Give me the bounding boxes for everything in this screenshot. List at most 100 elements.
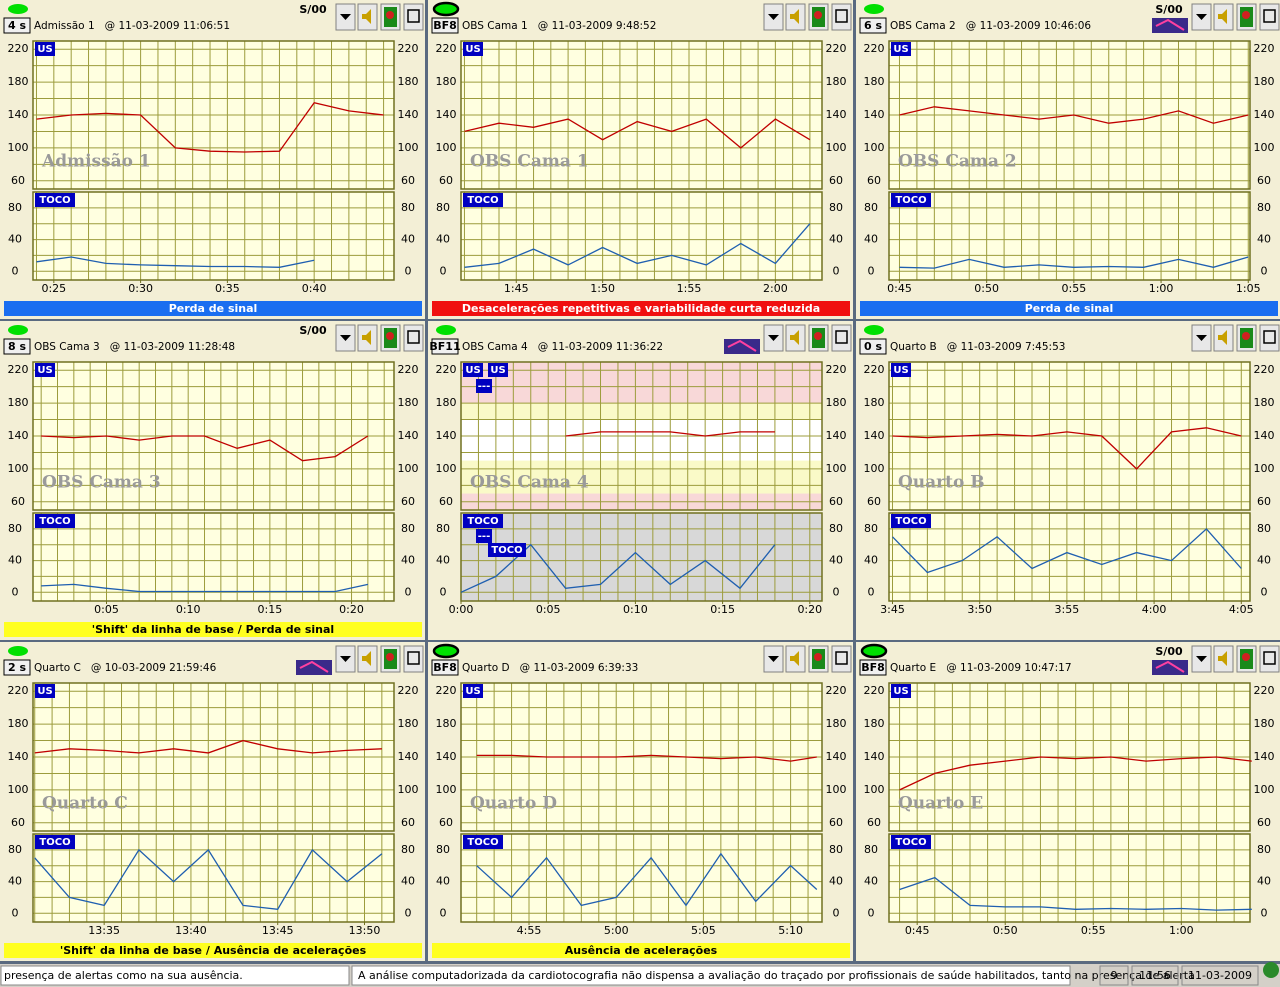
- fhr-tick-label: 180: [1254, 396, 1275, 409]
- toco-chart-frame: [32, 512, 395, 602]
- toco-tick-label: 0: [868, 585, 875, 598]
- status-cell: [1181, 965, 1259, 986]
- signal-quality: S/00: [299, 3, 327, 16]
- toco-tick-label: 0: [440, 264, 447, 277]
- fhr-tick-label: 100: [436, 462, 457, 475]
- badge-box: [3, 338, 31, 355]
- fhr-chart-frame: [460, 361, 823, 511]
- fhr-tick-label: 140: [398, 108, 419, 121]
- extra-channel-label: US: [490, 365, 505, 376]
- maximize-button[interactable]: [831, 324, 852, 352]
- fhr-tick-label: 140: [864, 750, 885, 763]
- maximize-icon: [407, 330, 420, 344]
- panel-title: Quarto B: [890, 341, 937, 353]
- fhr-tick-label: 220: [826, 42, 847, 55]
- x-tick-label: 13:35: [88, 924, 120, 937]
- channel-badge-bg: [891, 193, 931, 207]
- x-tick-label: 0:25: [41, 282, 66, 295]
- maximize-button[interactable]: [403, 3, 424, 31]
- fhr-tick-label: 60: [439, 495, 453, 508]
- toco-chart-frame: [32, 191, 395, 281]
- fhr-trace: [899, 756, 1252, 791]
- status-led: [432, 643, 460, 659]
- toco-tick-label: 80: [1257, 522, 1271, 535]
- toco-tick-label: 0: [405, 585, 412, 598]
- status-count: 9: [1111, 969, 1118, 982]
- toco-tick-label: 40: [8, 875, 22, 888]
- x-tick-label: 0:35: [215, 282, 240, 295]
- fhr-tick-label: 180: [8, 75, 29, 88]
- speaker-icon: [790, 330, 799, 345]
- x-tick-label: 0:20: [797, 603, 822, 616]
- fhr-tick-label: 100: [1254, 783, 1275, 796]
- bed-badge: 8 s: [8, 340, 26, 353]
- fhr-tick-label: 60: [401, 495, 415, 508]
- speaker-icon: [362, 651, 371, 666]
- fhr-tick-label: 100: [826, 141, 847, 154]
- extra-channel-label: ---: [478, 381, 490, 392]
- toco-tick-label: 80: [829, 201, 843, 214]
- toco-tick-label: 0: [440, 585, 447, 598]
- maximize-button[interactable]: [403, 645, 424, 673]
- fhr-tick-label: 180: [864, 396, 885, 409]
- toco-tick-label: 80: [8, 201, 22, 214]
- toco-tick-label: 0: [1261, 585, 1268, 598]
- toco-tick-label: 40: [1257, 875, 1271, 888]
- fhr-tick-label: 180: [1254, 717, 1275, 730]
- toco-chart-bg: [461, 834, 822, 922]
- alert-text: Desacelerações repetitivas e variabilida…: [462, 302, 820, 315]
- fhr-tick-label: 60: [11, 816, 25, 829]
- maximize-button[interactable]: [403, 324, 424, 352]
- maximize-button[interactable]: [831, 645, 852, 673]
- toco-chart-frame: [32, 833, 395, 923]
- fhr-tick-label: 220: [8, 42, 29, 55]
- maximize-icon: [1263, 330, 1276, 344]
- status-time: 11:56: [1139, 969, 1171, 982]
- maximize-button[interactable]: [1259, 3, 1280, 31]
- toco-tick-label: 0: [405, 906, 412, 919]
- x-tick-label: 3:50: [967, 603, 992, 616]
- fhr-chart-frame: [32, 682, 395, 832]
- fhr-chart-frame: [32, 40, 395, 190]
- toco-tick-label: 0: [12, 585, 19, 598]
- fhr-tick-label: 60: [867, 174, 881, 187]
- toco-tick-label: 80: [8, 843, 22, 856]
- status-led: [8, 646, 28, 656]
- toco-channel-label: TOCO: [467, 516, 498, 527]
- fhr-tick-label: 140: [436, 429, 457, 442]
- maximize-button[interactable]: [1259, 324, 1280, 352]
- status-scroll-left: presença de alertas como na sua ausência…: [4, 969, 243, 982]
- x-tick-label: 1:45: [504, 282, 529, 295]
- fhr-tick-label: 140: [1254, 429, 1275, 442]
- panel-timestamp: @ 11-03-2009 10:47:17: [946, 662, 1071, 674]
- toco-tick-label: 80: [1257, 843, 1271, 856]
- fhr-trace: [476, 754, 817, 762]
- bed-watermark: Quarto C: [42, 794, 128, 814]
- speaker-icon: [362, 9, 371, 24]
- fhr-tick-label: 180: [398, 75, 419, 88]
- toco-tick-label: 80: [864, 522, 878, 535]
- toco-tick-label: 40: [829, 875, 843, 888]
- badge-box: [3, 17, 31, 34]
- status-cell: [351, 965, 1071, 986]
- fhr-tick-label: 100: [8, 141, 29, 154]
- panel-title: OBS Cama 4: [462, 341, 528, 353]
- status-scroll-right: A análise computadorizada da cardiotocog…: [358, 969, 1195, 982]
- maximize-button[interactable]: [1259, 645, 1280, 673]
- fhr-tick-label: 60: [867, 495, 881, 508]
- speaker-icon: [1218, 651, 1227, 666]
- status-led: [432, 1, 460, 17]
- toco-tick-label: 80: [436, 843, 450, 856]
- maximize-button[interactable]: [831, 3, 852, 31]
- monitor-icon-figure: [386, 653, 394, 661]
- fhr-trace: [899, 106, 1249, 124]
- toco-channel-label: TOCO: [467, 195, 498, 206]
- alarm-icon-mark: [1155, 660, 1185, 673]
- bed-watermark: Quarto B: [898, 473, 985, 493]
- badge-box: [3, 659, 31, 676]
- toco-tick-label: 0: [1261, 264, 1268, 277]
- bed-badge: BF8: [433, 661, 457, 674]
- fhr-tick-label: 180: [436, 717, 457, 730]
- badge-box: [431, 659, 459, 676]
- monitor-icon-figure: [386, 332, 394, 340]
